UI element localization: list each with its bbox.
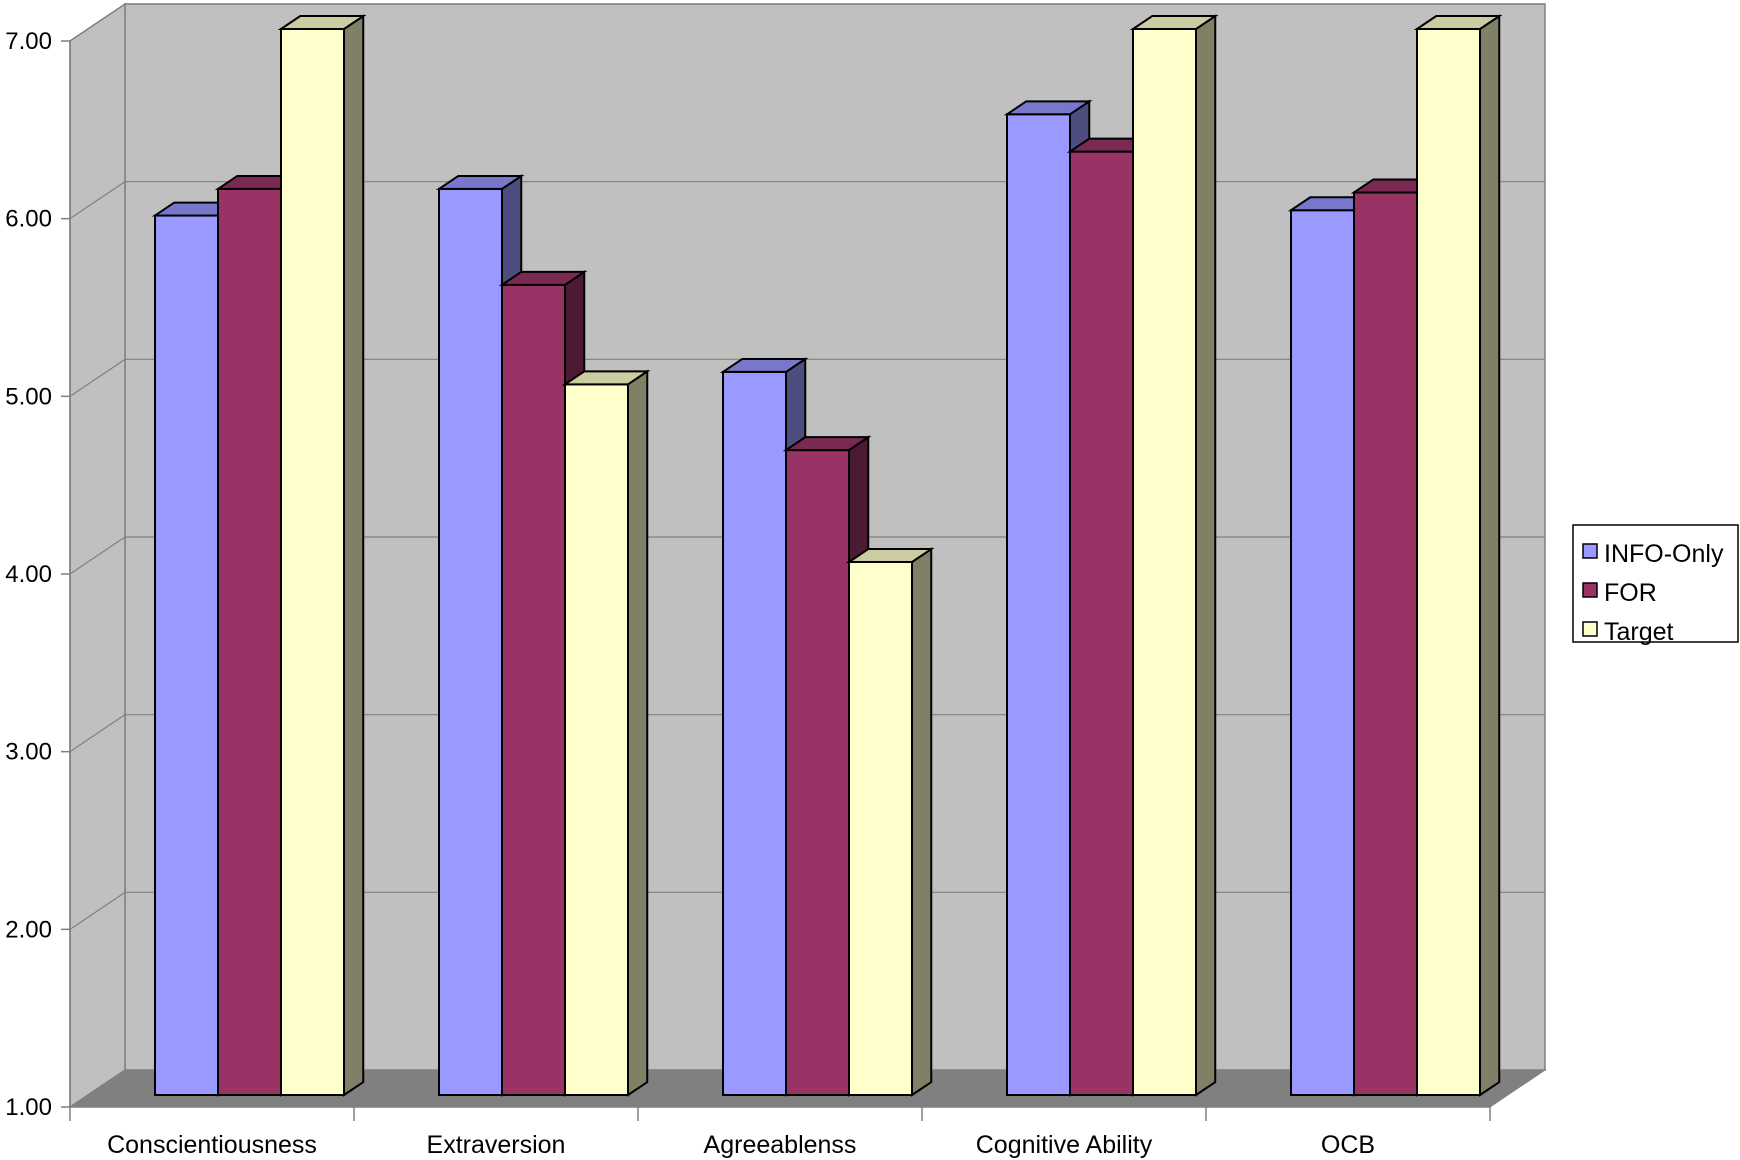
bar-side	[911, 547, 933, 1097]
bar-side	[1195, 14, 1217, 1097]
bar-front	[1416, 28, 1481, 1096]
legend-swatch	[1582, 582, 1598, 598]
x-tick-label: OCB	[1321, 1131, 1375, 1159]
bar-top	[1003, 100, 1093, 116]
bar-front	[785, 449, 850, 1096]
bar-target	[561, 369, 651, 1097]
legend-box	[1572, 524, 1739, 643]
bar-top	[719, 357, 809, 373]
gridline	[69, 536, 126, 575]
bar-target	[845, 547, 935, 1097]
legend-label: INFO-Only	[1604, 540, 1724, 568]
bar-front	[564, 383, 629, 1097]
x-tick-label: Extraversion	[427, 1131, 566, 1159]
gridline	[69, 358, 126, 397]
legend-swatch	[1582, 543, 1598, 559]
bar-top	[845, 548, 935, 563]
bars	[151, 14, 1503, 1097]
bar-top	[435, 174, 525, 190]
gridline	[69, 181, 126, 220]
bar-top	[1413, 15, 1503, 30]
bar-front	[280, 28, 345, 1096]
bar-front	[1132, 28, 1197, 1096]
bar-front	[501, 283, 566, 1096]
y-tick-label: 4.00	[5, 561, 52, 588]
gridline	[69, 714, 126, 753]
y-tick-label: 1.00	[5, 1094, 52, 1121]
bar-side	[343, 14, 365, 1097]
axes: 1.00 2.00 3.00 4.00 5.00 6.00 7.00 Conscientiou…	[5, 28, 1491, 1159]
gridline	[69, 3, 126, 42]
bar-top	[1129, 15, 1219, 30]
y-tick-label: 6.00	[5, 206, 52, 233]
bar-top	[561, 370, 651, 386]
y-tick-label: 7.00	[5, 28, 52, 55]
bar-front	[722, 370, 787, 1096]
y-tick-label: 2.00	[5, 916, 52, 943]
bar-front	[848, 561, 913, 1096]
bar-target	[277, 14, 367, 1097]
legend-label: Target	[1604, 618, 1674, 646]
x-tick-label: Agreeablenss	[704, 1131, 857, 1159]
bar-target	[1413, 14, 1503, 1097]
bar-side	[1479, 14, 1501, 1097]
bar-top	[498, 270, 588, 286]
y-tick-label: 5.00	[5, 383, 52, 410]
gridline	[69, 891, 126, 930]
bar-front	[1290, 209, 1355, 1097]
x-tick-label: Conscientiousness	[107, 1131, 317, 1159]
legend: INFO-Only FOR Target	[1572, 524, 1739, 646]
bar-top	[782, 436, 872, 452]
legend-swatch	[1582, 621, 1598, 637]
x-tick-label: Cognitive Ability	[976, 1131, 1153, 1159]
bar-front	[1353, 191, 1418, 1097]
bar-front	[217, 187, 282, 1096]
legend-label: FOR	[1604, 579, 1657, 607]
bar-front	[438, 187, 503, 1096]
bar-front	[154, 214, 219, 1097]
y-tick-label: 3.00	[5, 739, 52, 766]
bar-side	[627, 369, 649, 1097]
bar-front	[1069, 150, 1134, 1096]
bar-front	[1006, 113, 1071, 1096]
bar-target	[1129, 14, 1219, 1097]
bar-top	[277, 15, 367, 30]
